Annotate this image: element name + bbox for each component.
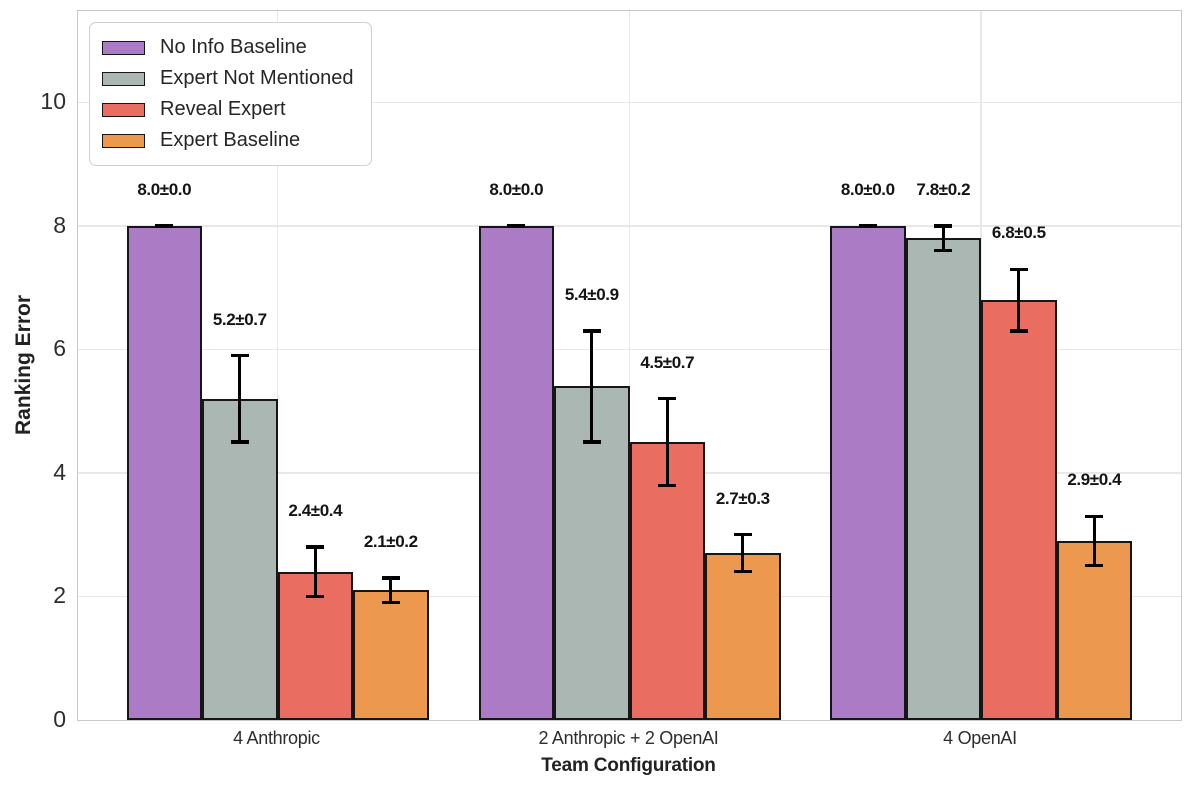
error-bar-cap	[1085, 564, 1104, 568]
bar-value-label: 8.0±0.0	[840, 179, 895, 199]
error-bar	[741, 534, 745, 572]
legend-label: No Info Baseline	[160, 36, 307, 58]
legend-item: Expert Not Mentioned	[102, 63, 353, 94]
bar-value-label: 5.2±0.7	[212, 309, 267, 329]
gridline-vertical	[628, 11, 631, 720]
bar-value-label: 5.4±0.9	[564, 284, 619, 304]
legend-label: Expert Not Mentioned	[160, 67, 354, 89]
bar-value-label: 8.0±0.0	[489, 179, 544, 199]
error-bar	[238, 355, 242, 443]
error-bar-cap	[658, 397, 677, 401]
bar	[202, 398, 278, 720]
error-bar-cap	[1085, 514, 1104, 518]
x-tick-label: 4 OpenAI	[943, 728, 1017, 748]
legend-item: Expert Baseline	[102, 125, 353, 156]
legend-swatch	[102, 102, 145, 117]
y-tick-label: 2	[53, 582, 66, 609]
legend-label: Reveal Expert	[160, 98, 286, 120]
error-bar-cap	[582, 329, 601, 333]
error-bar-cap	[507, 224, 526, 228]
bar-value-label: 2.7±0.3	[715, 488, 770, 508]
x-axis-label: Team Configuration	[541, 755, 716, 776]
bar-value-label: 8.0±0.0	[137, 179, 192, 199]
error-bar-cap	[155, 224, 174, 228]
error-bar-cap	[230, 440, 249, 444]
bar-value-label: 2.1±0.2	[363, 531, 418, 551]
error-bar-cap	[934, 224, 953, 228]
error-bar	[665, 398, 669, 486]
bar	[353, 590, 429, 720]
error-bar-cap	[934, 249, 953, 253]
plot-area: 8.0±0.0 8.0±0.0 8.0±0.0 5.2±0.7 5.4±0.9 7.8±0…	[77, 10, 1182, 721]
error-bar-cap	[381, 601, 400, 605]
error-bar-cap	[733, 533, 752, 537]
x-tick-label: 2 Anthropic + 2 OpenAI	[538, 728, 719, 748]
y-tick-label: 8	[53, 211, 66, 238]
bar-value-label: 2.9±0.4	[1067, 470, 1122, 490]
bar	[126, 225, 202, 720]
bar-value-label: 4.5±0.7	[640, 352, 695, 372]
error-bar-cap	[306, 545, 325, 549]
error-bar-cap	[230, 354, 249, 358]
error-bar	[313, 547, 317, 597]
error-bar-cap	[733, 570, 752, 574]
y-tick-label: 4	[53, 458, 66, 485]
bar	[905, 238, 981, 720]
error-bar-cap	[658, 483, 677, 487]
error-bar-cap	[858, 224, 877, 228]
y-axis-label: Ranking Error	[12, 294, 35, 435]
legend-swatch	[102, 133, 145, 148]
bar-value-label: 6.8±0.5	[991, 223, 1046, 243]
bar-value-label: 2.4±0.4	[288, 501, 343, 521]
error-bar	[941, 225, 945, 251]
bar	[1056, 540, 1132, 720]
bar-value-label: 7.8±0.2	[916, 179, 971, 199]
bar	[705, 553, 781, 720]
error-bar-cap	[1009, 329, 1028, 333]
x-tick-label: 4 Anthropic	[233, 728, 320, 748]
error-bar-cap	[582, 440, 601, 444]
bar	[554, 386, 630, 720]
legend-item: Reveal Expert	[102, 94, 353, 125]
error-bar	[590, 330, 594, 443]
error-bar-cap	[306, 594, 325, 599]
legend-item: No Info Baseline	[102, 32, 353, 63]
error-bar-cap	[1009, 267, 1028, 271]
error-bar	[1092, 516, 1096, 566]
error-bar	[1017, 269, 1021, 331]
legend-swatch	[102, 71, 145, 86]
bar	[478, 225, 554, 720]
bar	[629, 442, 705, 720]
y-tick-label: 6	[53, 335, 66, 362]
bar	[830, 225, 906, 720]
gridline-vertical	[276, 11, 279, 720]
bar	[981, 300, 1057, 720]
legend: No Info Baseline Expert Not Mentioned Reve…	[89, 22, 373, 166]
y-tick-label: 0	[53, 706, 66, 732]
error-bar	[389, 577, 393, 603]
error-bar-cap	[381, 576, 400, 580]
y-tick-label: 10	[40, 88, 66, 115]
legend-label: Expert Baseline	[160, 129, 301, 151]
legend-swatch	[102, 40, 145, 55]
